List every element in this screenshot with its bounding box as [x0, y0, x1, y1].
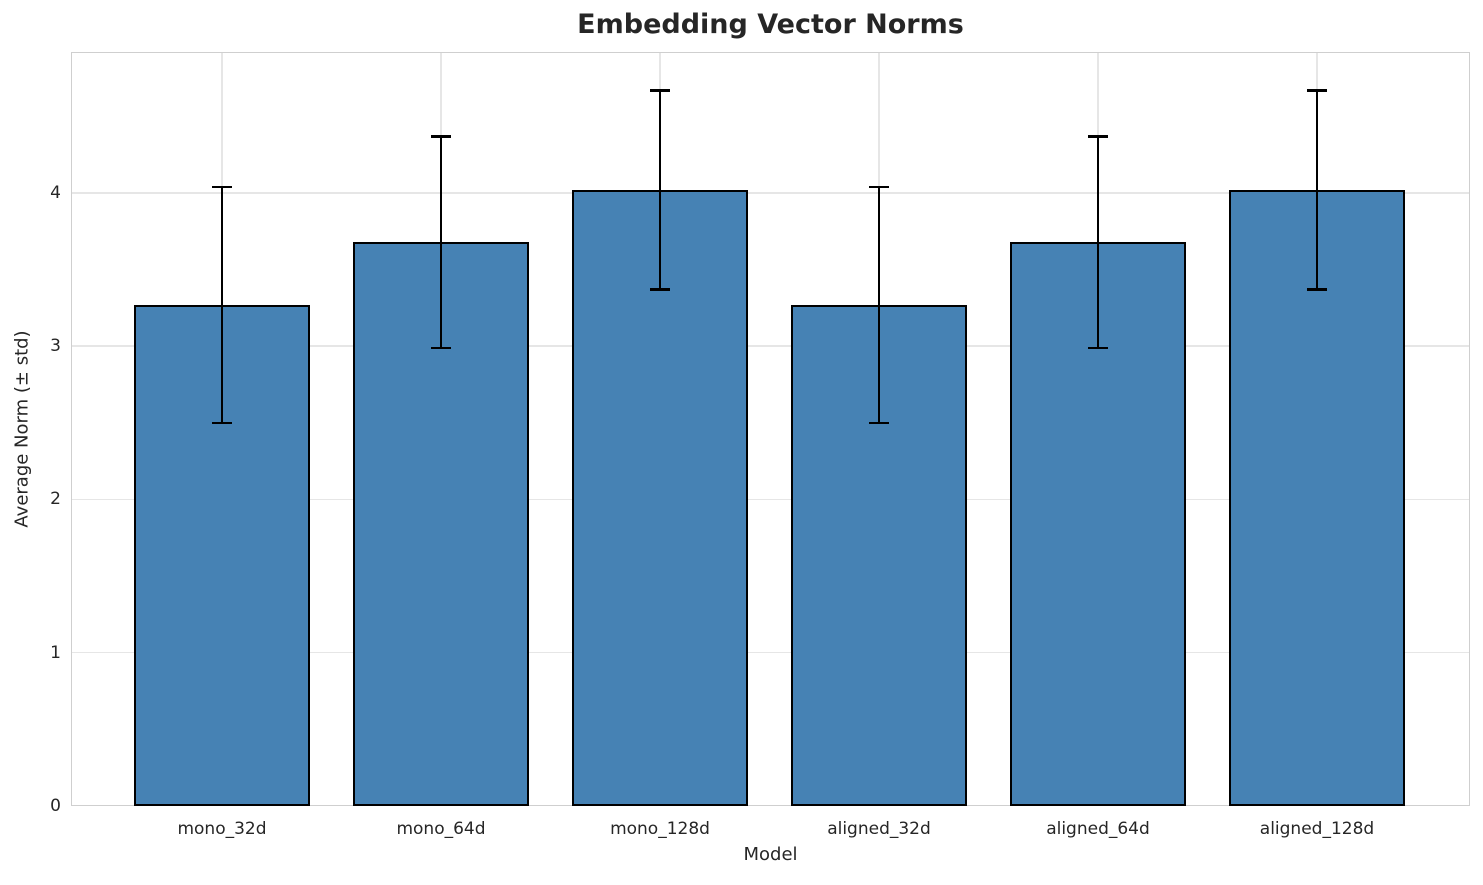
error-cap-bottom-mono_32d: [212, 421, 232, 425]
x-tick-mono_128d: mono_128d: [610, 819, 710, 839]
gridline-y-1: [71, 651, 1470, 654]
error-cap-bottom-aligned_64d: [1088, 346, 1108, 350]
error-bar-mono_32d: [220, 186, 224, 423]
gridline-y-3: [71, 345, 1470, 347]
y-tick-4: 4: [50, 182, 61, 203]
x-tick-aligned_128d: aligned_128d: [1259, 819, 1375, 839]
plot-area: [71, 52, 1470, 806]
error-cap-top-aligned_64d: [1088, 135, 1108, 138]
gridline-y-2: [71, 498, 1470, 501]
x-tick-mono_64d: mono_64d: [396, 819, 486, 839]
error-bar-aligned_32d: [877, 186, 881, 423]
error-cap-bottom-mono_64d: [431, 346, 451, 350]
y-tick-0: 0: [50, 796, 61, 816]
x-tick-mono_32d: mono_32d: [177, 819, 267, 839]
error-bar-aligned_64d: [1096, 136, 1100, 348]
bar-aligned_128d: [1229, 189, 1405, 806]
error-cap-top-mono_64d: [431, 135, 451, 138]
y-tick-1: 1: [50, 642, 61, 663]
error-bar-mono_128d: [658, 90, 662, 290]
error-cap-top-aligned_128d: [1307, 89, 1327, 92]
error-cap-top-mono_128d: [650, 89, 670, 92]
x-tick-aligned_32d: aligned_32d: [827, 819, 931, 839]
error-cap-top-mono_32d: [212, 185, 232, 189]
y-tick-2: 2: [50, 489, 61, 510]
error-cap-bottom-mono_128d: [650, 288, 670, 291]
gridline-y-4: [71, 192, 1470, 194]
error-cap-bottom-aligned_32d: [869, 421, 889, 425]
error-bar-aligned_128d: [1315, 90, 1319, 290]
error-cap-top-aligned_32d: [869, 185, 889, 189]
y-tick-3: 3: [50, 336, 61, 357]
chart-title: Embedding Vector Norms: [577, 9, 964, 40]
error-cap-bottom-aligned_128d: [1307, 288, 1327, 291]
x-tick-aligned_64d: aligned_64d: [1046, 819, 1150, 839]
error-bar-mono_64d: [439, 136, 443, 348]
x-axis-label: Model: [743, 844, 798, 865]
bar-mono_128d: [572, 189, 748, 806]
